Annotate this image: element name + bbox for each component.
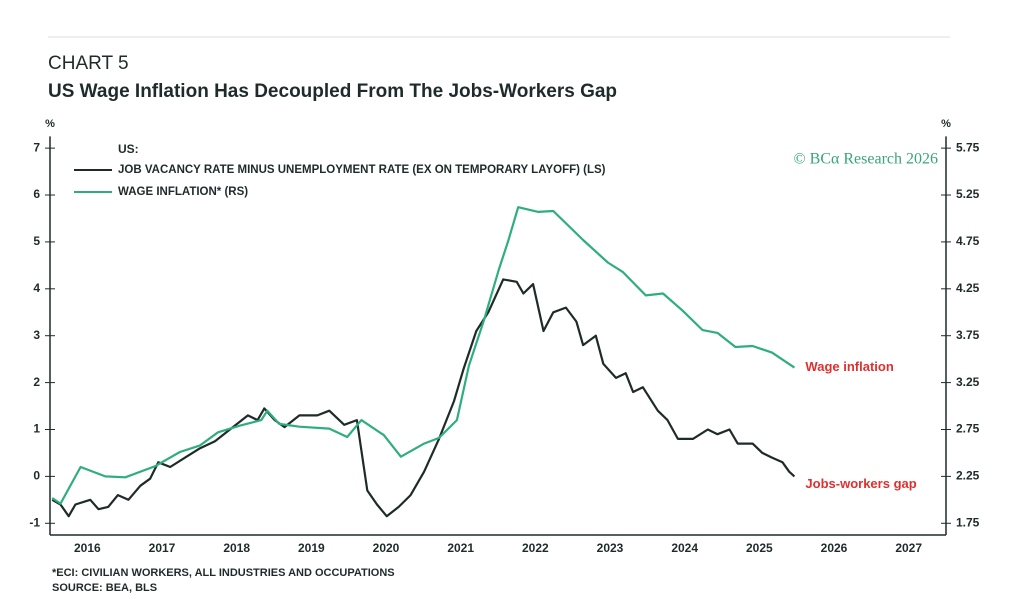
y2-tick-label: 4.75 [956, 234, 980, 248]
x-tick-label: 2021 [447, 541, 474, 555]
footnote: *ECI: CIVILIAN WORKERS, ALL INDUSTRIES A… [52, 567, 395, 579]
y2-tick-label: 2.25 [956, 469, 980, 483]
x-tick-label: 2027 [895, 541, 922, 555]
series-line [51, 278, 796, 518]
y2-tick-label: 5.25 [956, 187, 980, 201]
y2-tick-label: 5.75 [956, 140, 980, 154]
chart-label: CHART 5 [48, 53, 129, 74]
x-tick-label: 2017 [149, 541, 176, 555]
x-tick-label: 2022 [522, 541, 549, 555]
x-tick-label: 2020 [373, 541, 400, 555]
y-tick-label: 4 [33, 281, 40, 295]
legend-label: JOB VACANCY RATE MINUS UNEMPLOYMENT RATE… [118, 164, 606, 176]
y2-tick-label: 4.25 [956, 281, 980, 295]
x-tick-label: 2016 [74, 541, 101, 555]
y-tick-label: 7 [33, 140, 40, 154]
x-tick-label: 2025 [746, 541, 773, 555]
series-line [51, 206, 796, 505]
y-tick-label: 5 [33, 234, 40, 248]
y-tick-label: 2 [33, 375, 40, 389]
footnote: SOURCE: BEA, BLS [52, 582, 157, 594]
y-tick-label: 1 [33, 422, 40, 436]
x-tick-label: 2024 [671, 541, 698, 555]
y-tick-label: 0 [33, 469, 40, 483]
y-tick-label: -1 [29, 515, 40, 529]
x-tick-label: 2026 [821, 541, 848, 555]
y-tick-label: 6 [33, 187, 40, 201]
watermark: © BCα Research 2026 [793, 151, 938, 168]
y2-axis-label: % [941, 118, 951, 130]
annotation: Jobs-workers gap [805, 476, 916, 491]
y-axis-label: % [45, 118, 55, 130]
legend-label: WAGE INFLATION* (RS) [118, 186, 248, 198]
chart-title: US Wage Inflation Has Decoupled From The… [48, 81, 617, 102]
y2-tick-label: 3.75 [956, 328, 980, 342]
y2-tick-label: 2.75 [956, 422, 980, 436]
y-tick-label: 3 [33, 328, 40, 342]
x-tick-label: 2018 [223, 541, 250, 555]
y2-tick-label: 3.25 [956, 375, 980, 389]
x-tick-label: 2023 [597, 541, 624, 555]
annotation: Wage inflation [805, 359, 893, 374]
y2-tick-label: 1.75 [956, 515, 980, 529]
x-tick-label: 2019 [298, 541, 325, 555]
legend-title: US: [118, 142, 139, 156]
